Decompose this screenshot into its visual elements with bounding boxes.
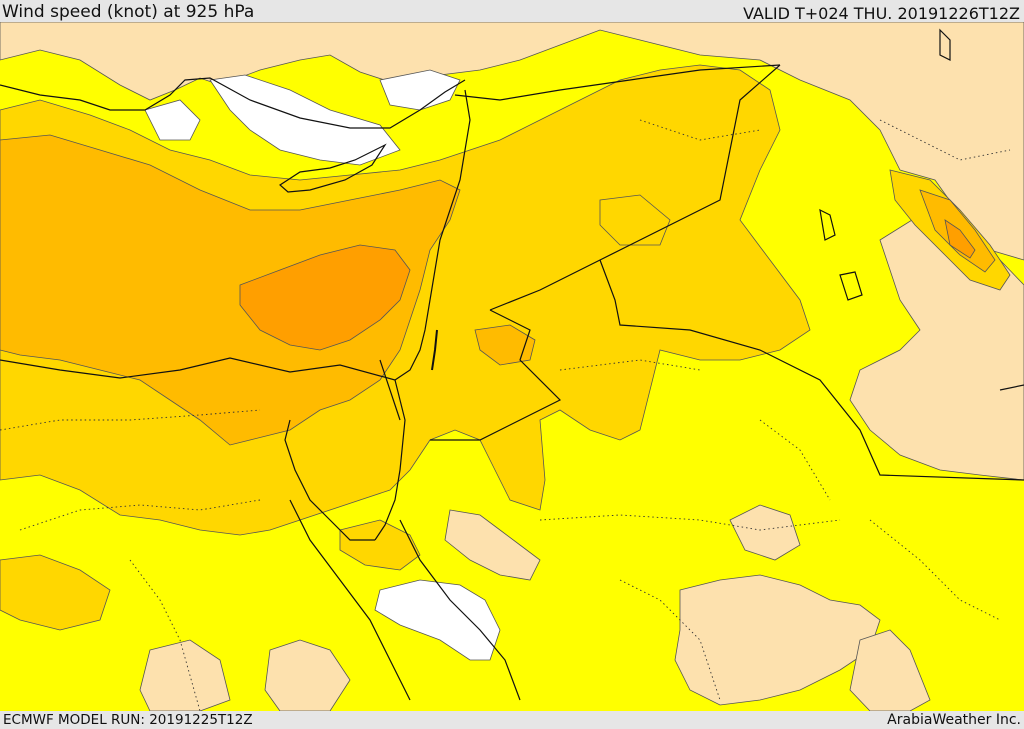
map-title: Wind speed (knot) at 925 hPa: [2, 2, 255, 22]
map-header: Wind speed (knot) at 925 hPa VALID T+024…: [0, 0, 1024, 23]
credit-label: ArabiaWeather Inc.: [887, 712, 1021, 728]
wind-band-strong: [0, 134, 996, 446]
map-boundaries: [0, 28, 1024, 701]
wind-band-calm: [144, 69, 501, 661]
wind-band-very-strong: [239, 219, 976, 351]
valid-time-label: VALID T+024 THU. 20191226T12Z: [743, 4, 1020, 23]
model-run-label: ECMWF MODEL RUN: 20191225T12Z: [3, 712, 253, 728]
map-subdivisions: [0, 119, 1011, 711]
wind-speed-map[interactable]: [0, 22, 1024, 711]
map-footer: ECMWF MODEL RUN: 20191225T12Z ArabiaWeat…: [0, 711, 1024, 729]
